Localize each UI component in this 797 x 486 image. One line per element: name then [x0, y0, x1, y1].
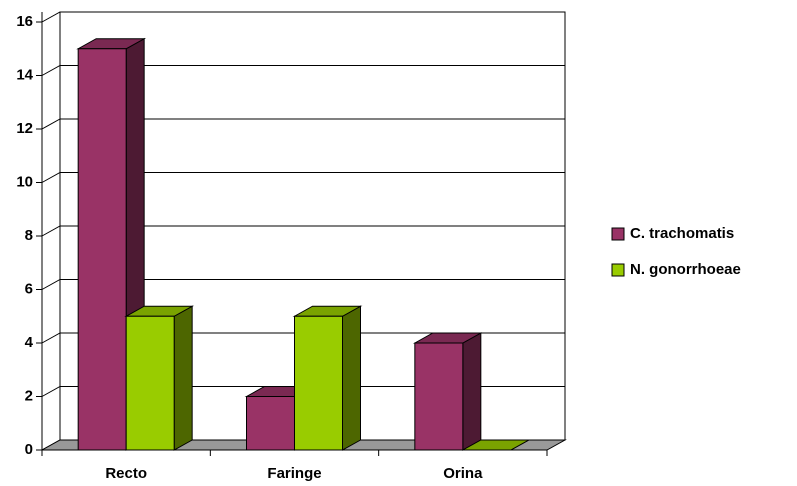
bar: [246, 396, 295, 451]
y-tick-label: 10: [16, 173, 33, 190]
legend-label: C. trachomatis: [630, 225, 734, 242]
y-tick-label: 6: [25, 280, 33, 297]
grid-line: [41, 279, 565, 290]
bar: [414, 342, 464, 451]
x-tick-label: Recto: [105, 465, 147, 482]
y-tick-label: 8: [25, 227, 33, 244]
y-tick-label: 2: [25, 387, 33, 404]
grid-line: [41, 65, 565, 76]
y-tick-label: 0: [25, 441, 33, 458]
x-tick-label: Faringe: [267, 465, 321, 482]
y-tick-label: 12: [16, 120, 33, 137]
grid-line: [41, 118, 565, 130]
legend-swatch: [611, 227, 625, 241]
bar-side: [173, 305, 193, 451]
y-tick-label: 4: [25, 334, 34, 351]
y-tick-label: 16: [16, 13, 33, 30]
bar: [125, 315, 175, 451]
grid-line: [41, 332, 565, 344]
legend-label: N. gonorrhoeae: [630, 261, 741, 278]
grid-line: [41, 386, 565, 397]
grid-line: [41, 11, 565, 23]
legend-swatch: [611, 263, 625, 277]
y-tick-label: 14: [16, 66, 33, 83]
bar: [77, 48, 127, 451]
x-tick-label: Orina: [443, 465, 483, 482]
bar-side: [462, 332, 482, 451]
bar: [294, 315, 343, 451]
bar-side: [342, 305, 361, 451]
bar-top: [460, 439, 531, 451]
grid-line: [41, 225, 565, 237]
grid-line: [41, 172, 565, 183]
